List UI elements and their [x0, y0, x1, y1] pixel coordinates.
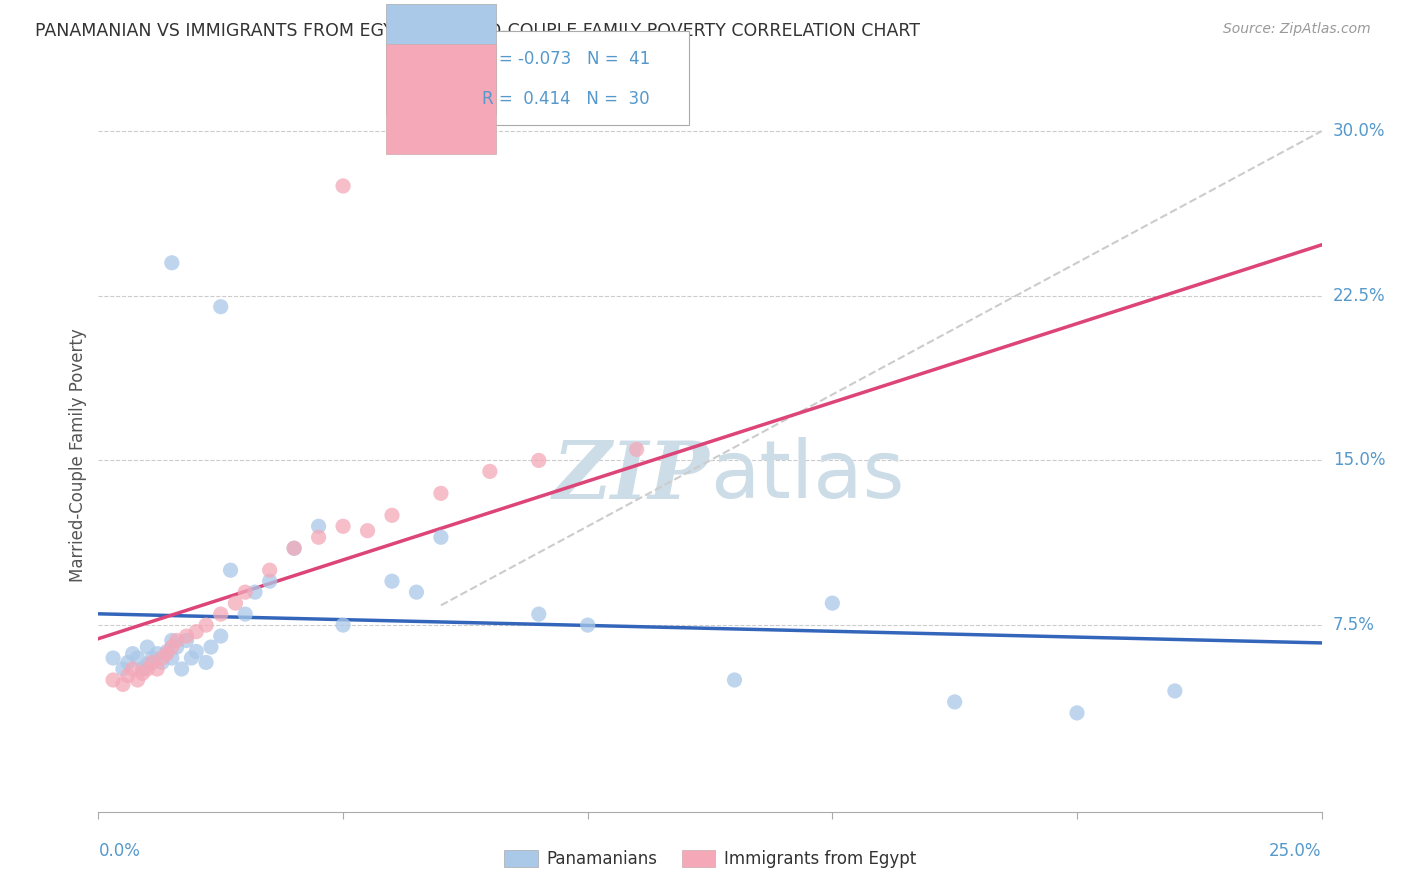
Point — [180, 651, 202, 665]
Point — [160, 256, 183, 270]
Point — [308, 530, 330, 544]
Point — [127, 673, 149, 687]
Text: R =  0.414   N =  30: R = 0.414 N = 30 — [482, 90, 650, 108]
Text: R = -0.073   N =  41: R = -0.073 N = 41 — [482, 51, 651, 69]
Point — [723, 673, 745, 687]
Text: ZIP: ZIP — [553, 438, 710, 515]
Point — [356, 524, 378, 538]
Point — [243, 585, 266, 599]
Point — [200, 640, 222, 654]
Point — [156, 647, 179, 661]
Point — [146, 662, 169, 676]
Point — [381, 508, 404, 523]
Point — [136, 662, 159, 676]
Point — [101, 651, 124, 665]
Point — [136, 640, 159, 654]
Point — [127, 651, 149, 665]
Point — [259, 563, 281, 577]
Point — [156, 644, 179, 658]
Point — [219, 563, 242, 577]
Point — [111, 662, 134, 676]
Text: 30.0%: 30.0% — [1333, 122, 1385, 140]
Point — [195, 618, 218, 632]
Point — [195, 656, 218, 670]
Point — [332, 519, 354, 533]
Point — [121, 647, 143, 661]
Point — [150, 651, 173, 665]
Point — [176, 633, 198, 648]
Point — [111, 677, 134, 691]
Point — [943, 695, 966, 709]
Point — [170, 662, 193, 676]
Point — [527, 607, 550, 621]
Text: 15.0%: 15.0% — [1333, 451, 1385, 469]
Legend: Panamanians, Immigrants from Egypt: Panamanians, Immigrants from Egypt — [498, 843, 922, 875]
Text: 0.0%: 0.0% — [98, 842, 141, 860]
Point — [117, 668, 139, 682]
Point — [166, 640, 188, 654]
Point — [160, 640, 183, 654]
Point — [527, 453, 550, 467]
Point — [141, 651, 163, 665]
Point — [160, 651, 183, 665]
Point — [430, 486, 453, 500]
Point — [233, 585, 256, 599]
Point — [224, 596, 246, 610]
Point — [332, 178, 354, 193]
Point — [101, 673, 124, 687]
Point — [209, 629, 232, 643]
Point — [176, 629, 198, 643]
Point — [141, 656, 163, 670]
Point — [209, 300, 232, 314]
Point — [131, 662, 153, 676]
Point — [821, 596, 844, 610]
Point — [186, 624, 208, 639]
Point — [626, 442, 648, 457]
Text: PANAMANIAN VS IMMIGRANTS FROM EGYPT MARRIED-COUPLE FAMILY POVERTY CORRELATION CH: PANAMANIAN VS IMMIGRANTS FROM EGYPT MARR… — [35, 22, 920, 40]
Point — [576, 618, 599, 632]
Point — [233, 607, 256, 621]
Point — [259, 574, 281, 589]
Point — [332, 618, 354, 632]
Text: 22.5%: 22.5% — [1333, 286, 1385, 305]
Point — [430, 530, 453, 544]
Text: atlas: atlas — [710, 437, 904, 516]
Point — [150, 656, 173, 670]
Point — [117, 656, 139, 670]
Y-axis label: Married-Couple Family Poverty: Married-Couple Family Poverty — [69, 328, 87, 582]
Point — [1164, 684, 1187, 698]
Point — [283, 541, 305, 556]
Point — [1066, 706, 1088, 720]
Point — [160, 633, 183, 648]
Point — [209, 607, 232, 621]
Point — [405, 585, 427, 599]
Text: Source: ZipAtlas.com: Source: ZipAtlas.com — [1223, 22, 1371, 37]
Point — [308, 519, 330, 533]
Point — [283, 541, 305, 556]
Text: 25.0%: 25.0% — [1270, 842, 1322, 860]
Point — [121, 662, 143, 676]
Point — [146, 647, 169, 661]
Text: 7.5%: 7.5% — [1333, 616, 1375, 634]
Point — [381, 574, 404, 589]
Point — [131, 666, 153, 681]
Point — [166, 633, 188, 648]
Point — [478, 464, 501, 478]
Point — [136, 657, 159, 672]
Point — [186, 644, 208, 658]
